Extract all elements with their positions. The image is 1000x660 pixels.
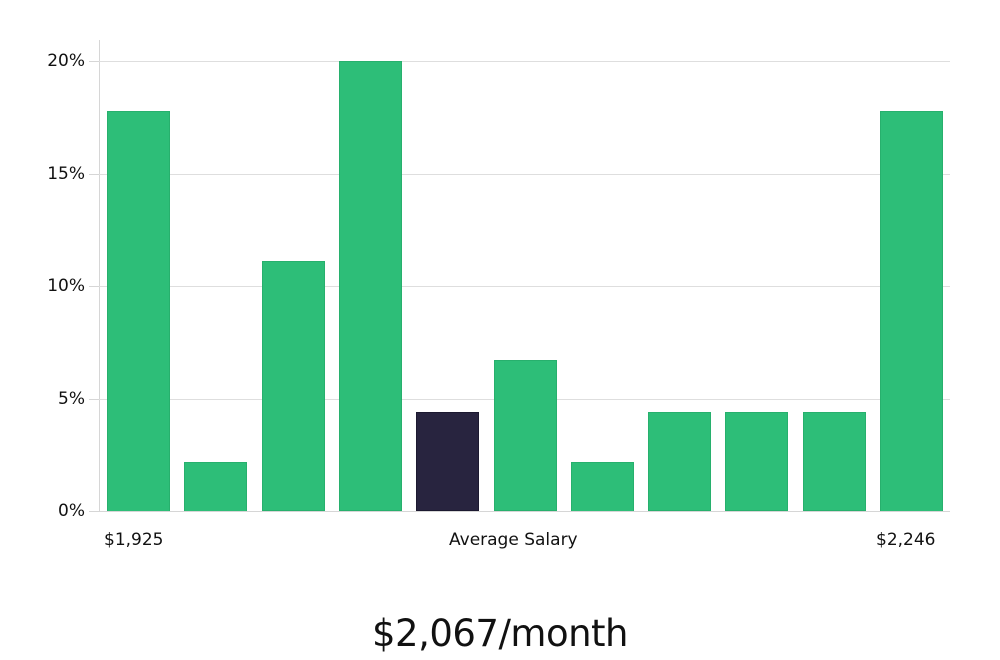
y-tick-mark [89, 399, 99, 400]
gridline [99, 61, 950, 62]
x-axis-title: Average Salary [449, 530, 578, 550]
y-axis-line [99, 40, 100, 512]
average-salary-value: $2,067/month [371, 612, 629, 655]
bar [571, 462, 634, 512]
y-tick-mark [89, 511, 99, 512]
bar-highlighted [416, 412, 479, 511]
x-axis-line [99, 511, 950, 512]
gridline [99, 286, 950, 287]
gridline [99, 174, 950, 175]
y-tick-mark [89, 61, 99, 62]
bar [880, 111, 943, 512]
bar [262, 261, 325, 511]
bar [803, 412, 866, 511]
bar [725, 412, 788, 511]
y-tick-label: 0% [58, 501, 85, 521]
y-tick-mark [89, 286, 99, 287]
bar [648, 412, 711, 511]
bar [107, 111, 170, 512]
y-tick-label: 20% [47, 51, 85, 71]
bar [494, 360, 557, 511]
x-min-label: $1,925 [104, 530, 164, 550]
x-max-label: $2,246 [876, 530, 936, 550]
bar [184, 462, 247, 512]
y-tick-mark [89, 174, 99, 175]
y-tick-label: 10% [47, 276, 85, 296]
bar [339, 61, 402, 511]
y-tick-label: 5% [58, 389, 85, 409]
y-tick-label: 15% [47, 164, 85, 184]
